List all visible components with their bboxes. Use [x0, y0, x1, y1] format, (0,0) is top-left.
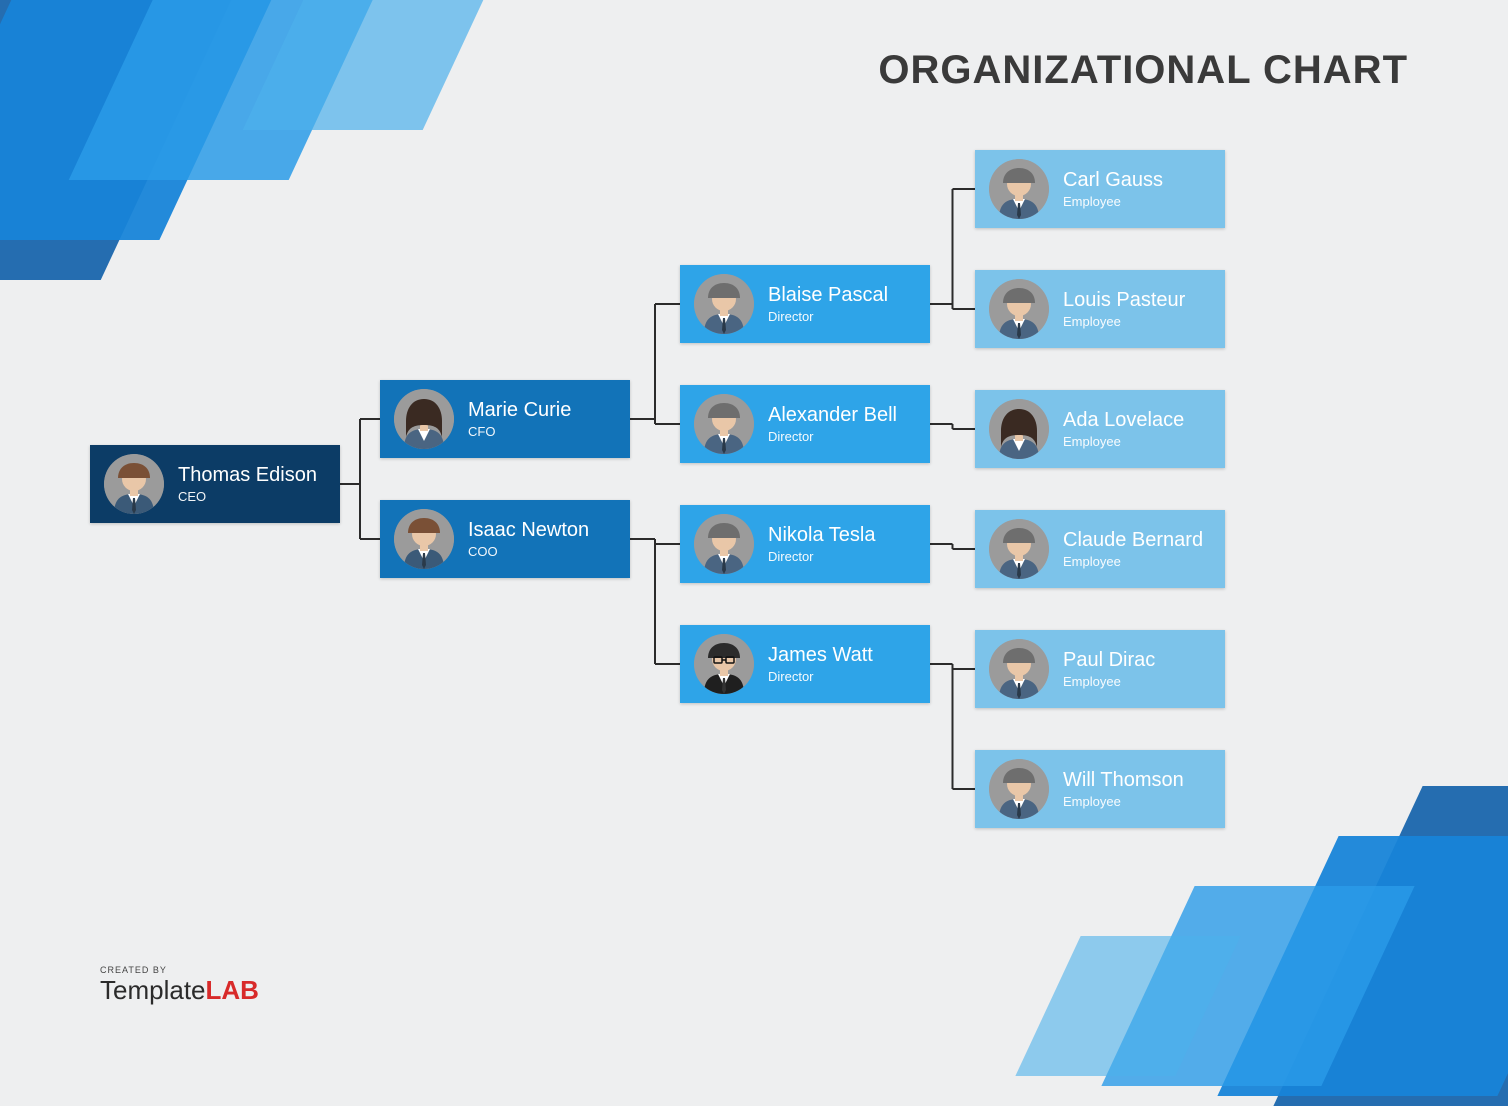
node-role: Employee	[1063, 554, 1203, 569]
node-role: Director	[768, 549, 875, 564]
node-name: Louis Pasteur	[1063, 289, 1185, 312]
avatar-icon	[989, 279, 1049, 339]
org-node-e4: Claude Bernard Employee	[975, 510, 1225, 588]
org-node-d1: Blaise Pascal Director	[680, 265, 930, 343]
footer-prefix: CREATED BY	[100, 965, 259, 975]
node-role: Employee	[1063, 434, 1184, 449]
org-node-e6: Will Thomson Employee	[975, 750, 1225, 828]
org-node-e2: Louis Pasteur Employee	[975, 270, 1225, 348]
node-name: Marie Curie	[468, 399, 571, 422]
org-node-d2: Alexander Bell Director	[680, 385, 930, 463]
node-name: Will Thomson	[1063, 769, 1184, 792]
footer-brand-a: Template	[100, 975, 206, 1005]
org-node-e3: Ada Lovelace Employee	[975, 390, 1225, 468]
avatar-icon	[104, 454, 164, 514]
node-name: Thomas Edison	[178, 464, 317, 487]
node-role: Employee	[1063, 314, 1185, 329]
node-role: Employee	[1063, 794, 1184, 809]
footer-logo: CREATED BY TemplateLAB	[100, 965, 259, 1006]
avatar-icon	[694, 394, 754, 454]
node-role: COO	[468, 544, 589, 559]
org-node-ceo: Thomas Edison CEO	[90, 445, 340, 523]
node-role: Director	[768, 429, 897, 444]
node-name: Isaac Newton	[468, 519, 589, 542]
org-node-d3: Nikola Tesla Director	[680, 505, 930, 583]
org-node-cfo: Marie Curie CFO	[380, 380, 630, 458]
avatar-icon	[989, 759, 1049, 819]
node-role: Director	[768, 309, 888, 324]
node-name: Nikola Tesla	[768, 524, 875, 547]
avatar-icon	[694, 514, 754, 574]
node-name: Paul Dirac	[1063, 649, 1155, 672]
node-role: Employee	[1063, 194, 1163, 209]
avatar-icon	[694, 274, 754, 334]
org-chart: Thomas Edison CEO Marie Curie CFO Isaac …	[0, 0, 1508, 1066]
avatar-icon	[989, 399, 1049, 459]
avatar-icon	[394, 509, 454, 569]
org-node-e5: Paul Dirac Employee	[975, 630, 1225, 708]
node-name: Alexander Bell	[768, 404, 897, 427]
avatar-icon	[989, 159, 1049, 219]
node-role: Employee	[1063, 674, 1155, 689]
org-node-d4: James Watt Director	[680, 625, 930, 703]
node-role: Director	[768, 669, 873, 684]
node-name: Ada Lovelace	[1063, 409, 1184, 432]
node-role: CFO	[468, 424, 571, 439]
node-name: Claude Bernard	[1063, 529, 1203, 552]
node-role: CEO	[178, 489, 317, 504]
footer-brand-b: LAB	[206, 975, 259, 1005]
avatar-icon	[394, 389, 454, 449]
org-node-e1: Carl Gauss Employee	[975, 150, 1225, 228]
org-node-coo: Isaac Newton COO	[380, 500, 630, 578]
node-name: Blaise Pascal	[768, 284, 888, 307]
node-name: James Watt	[768, 644, 873, 667]
avatar-icon	[694, 634, 754, 694]
node-name: Carl Gauss	[1063, 169, 1163, 192]
avatar-icon	[989, 639, 1049, 699]
avatar-icon	[989, 519, 1049, 579]
